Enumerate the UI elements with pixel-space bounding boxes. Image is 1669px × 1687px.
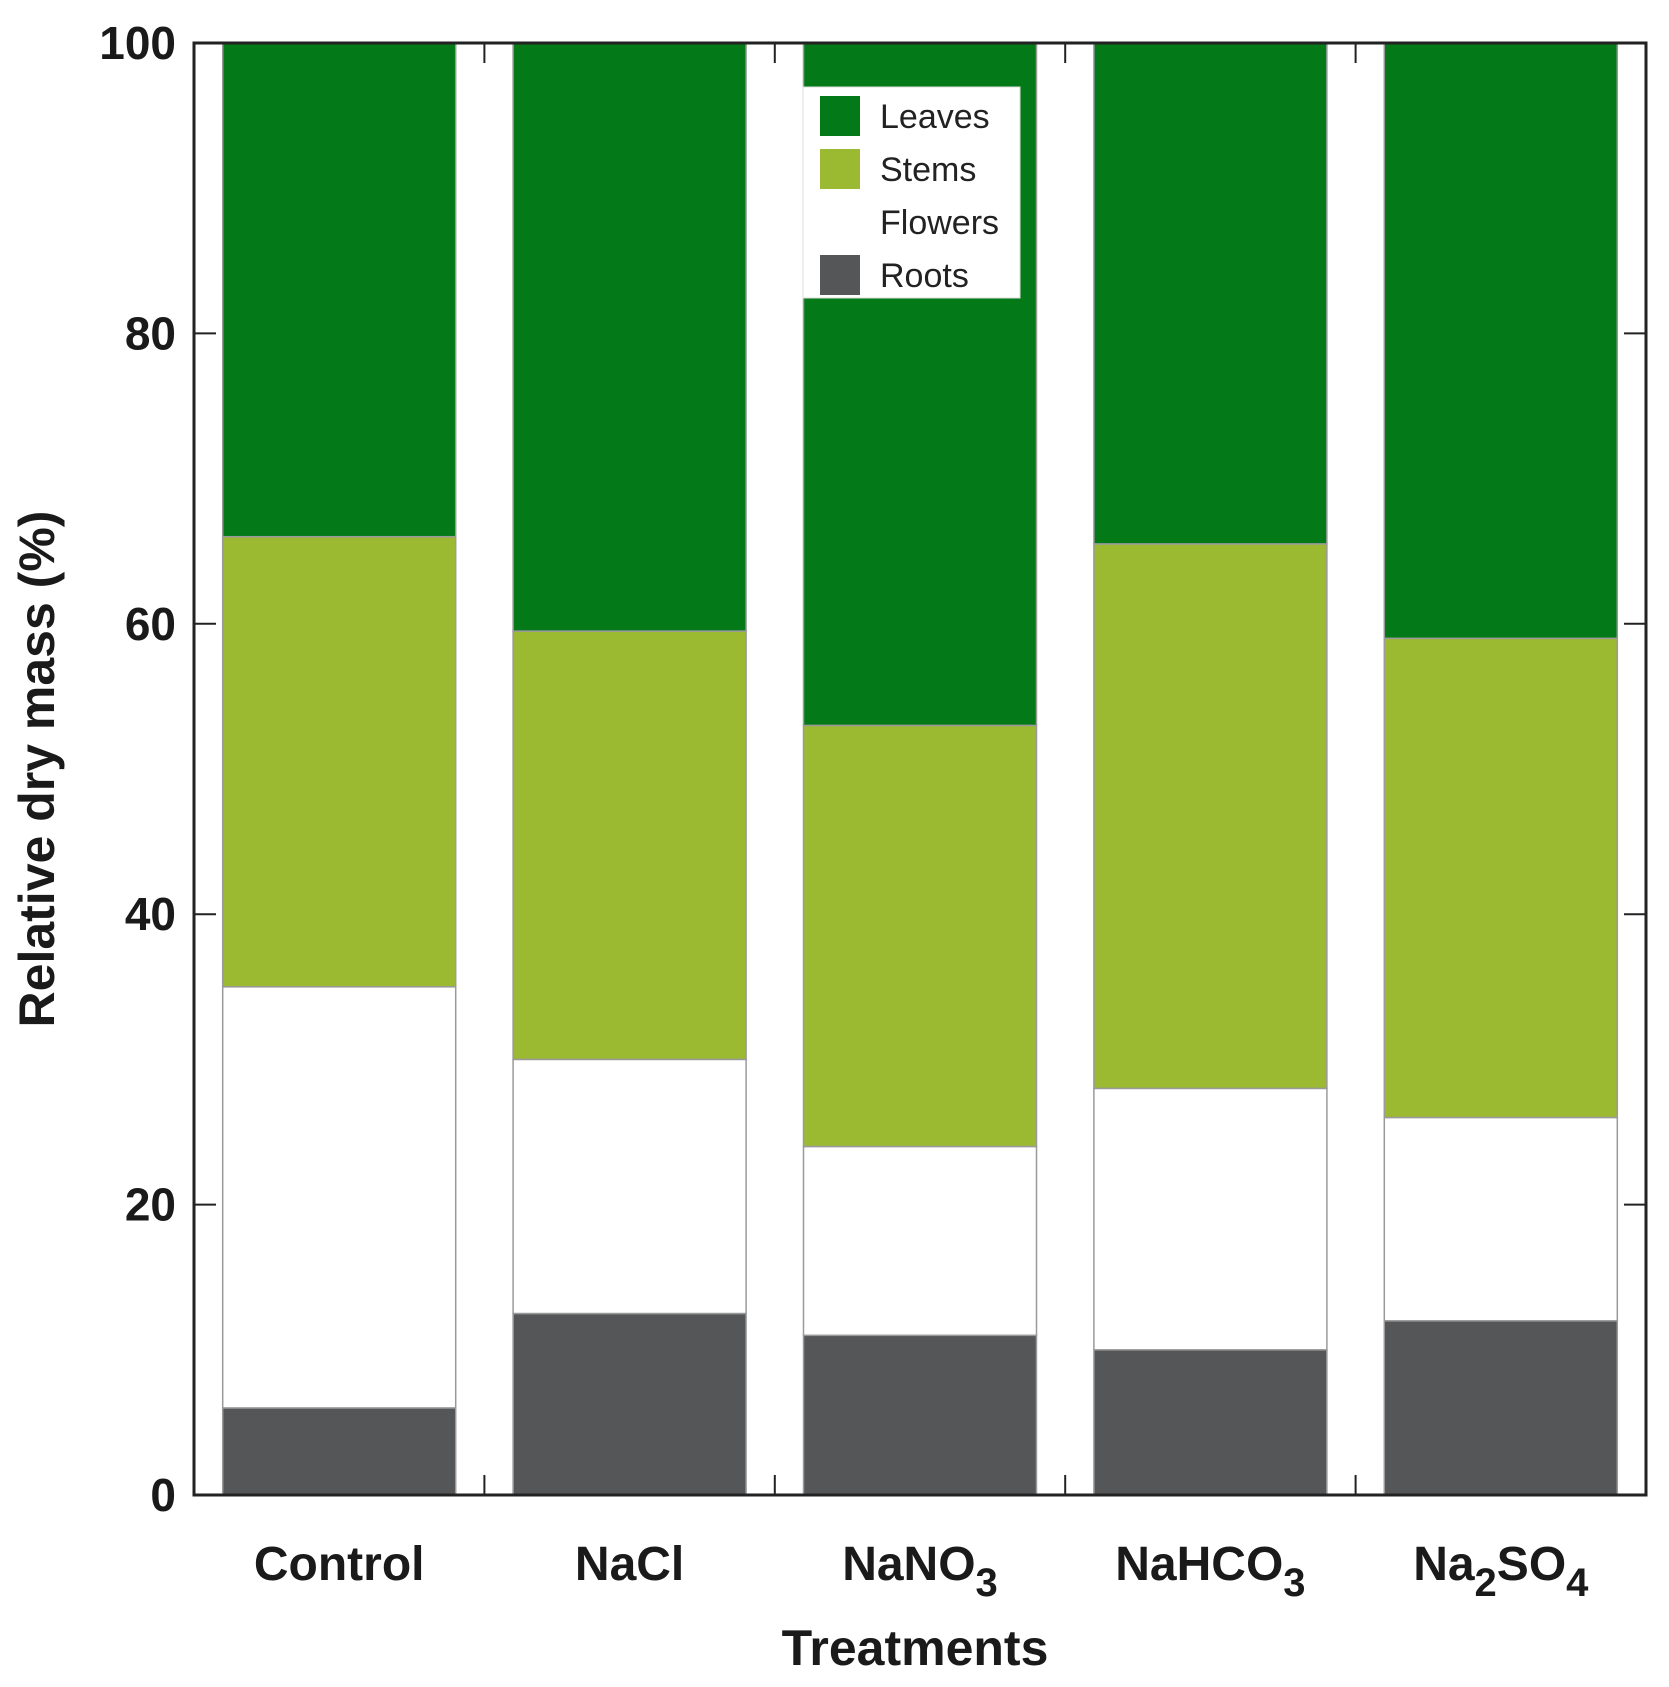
legend: Leaves Stems Flowers Roots	[802, 86, 1021, 299]
y-tick-label-4: 80	[125, 307, 176, 359]
bar-segment-leaves-1	[512, 42, 747, 632]
legend-label-roots: Roots	[880, 257, 969, 295]
bar-segment-stems-0	[221, 535, 457, 988]
bar-segment-flowers-0	[221, 986, 457, 1409]
x-axis-category-labels: Control NaCl NaNO3 NaHCO3 Na2SO4	[254, 1538, 1589, 1605]
y-axis-title: Relative dry mass (%)	[9, 511, 65, 1028]
bar-segment-stems-4	[1383, 637, 1619, 1119]
x-category-label-0: Control	[254, 1538, 425, 1591]
bar-segment-flowers-2	[802, 1145, 1038, 1337]
bar-segment-flowers-1	[512, 1058, 747, 1315]
y-tick-label-1: 20	[125, 1179, 176, 1231]
bar-segment-leaves-4	[1383, 42, 1619, 640]
bar-segment-leaves-3	[1093, 42, 1328, 545]
legend-swatch-flowers	[820, 202, 860, 242]
y-tick-label-2: 40	[125, 888, 176, 940]
y-tick-label-3: 60	[125, 598, 176, 650]
bars-layer	[221, 42, 1619, 1496]
legend-label-flowers: Flowers	[880, 204, 999, 242]
x-category-label-1: NaCl	[575, 1538, 684, 1591]
y-tick-label-0: 0	[150, 1469, 176, 1521]
y-axis-tick-labels: 0 20 40 60 80 100	[99, 17, 176, 1521]
plot-frame	[192, 41, 1648, 1497]
bar-segment-stems-3	[1093, 543, 1328, 1090]
bar-segment-roots-4	[1383, 1320, 1619, 1496]
axis-ticks	[194, 42, 1646, 1496]
legend-swatch-leaves	[820, 96, 860, 136]
bar-segment-roots-2	[802, 1334, 1038, 1496]
bar-segment-stems-1	[512, 630, 747, 1061]
legend-label-stems: Stems	[880, 151, 976, 189]
legend-swatch-stems	[820, 149, 860, 189]
bar-segment-roots-1	[512, 1312, 747, 1496]
y-tick-label-5: 100	[99, 17, 176, 69]
bar-segment-roots-3	[1093, 1349, 1328, 1496]
x-axis-title: Treatments	[782, 1620, 1049, 1676]
x-category-label-4: Na2SO4	[1413, 1538, 1589, 1605]
x-category-label-2: NaNO3	[842, 1538, 998, 1605]
legend-swatch-roots	[820, 255, 860, 295]
bar-segment-flowers-4	[1383, 1116, 1619, 1322]
bar-segment-flowers-3	[1093, 1087, 1328, 1351]
x-category-label-3: NaHCO3	[1115, 1538, 1305, 1605]
bar-segment-roots-0	[221, 1407, 457, 1496]
bar-segment-leaves-0	[221, 42, 457, 538]
bar-segment-stems-2	[802, 724, 1038, 1148]
legend-label-leaves: Leaves	[880, 98, 990, 136]
